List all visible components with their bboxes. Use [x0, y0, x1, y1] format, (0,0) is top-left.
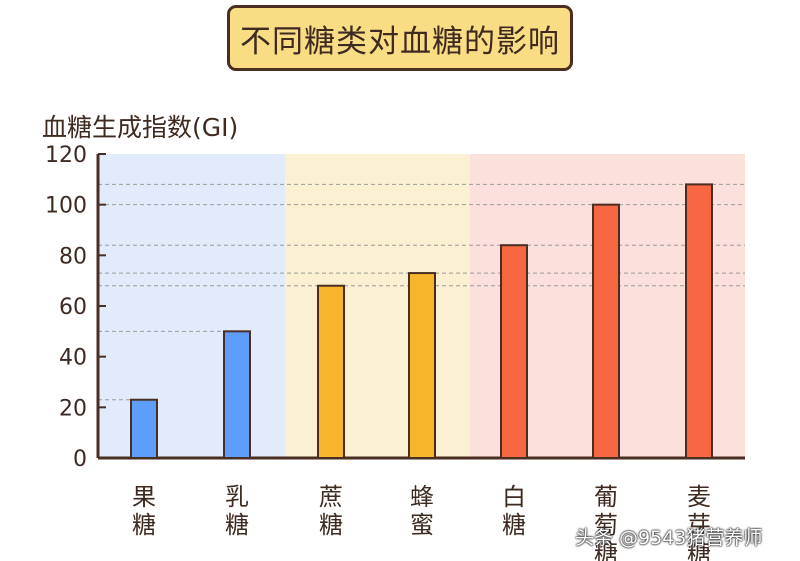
- watermark: 头条 @9543猪营养师: [575, 527, 763, 549]
- x-tick-label: 乳糖: [225, 483, 249, 539]
- y-tick-label: 100: [45, 194, 87, 219]
- y-tick-label: 120: [45, 143, 87, 168]
- bar-1: [130, 398, 158, 460]
- x-tick-label: 麦芽糖: [687, 483, 711, 561]
- bar-3: [317, 284, 345, 459]
- bar-2: [223, 330, 251, 460]
- x-tick-label: 白糖: [502, 483, 526, 539]
- background-band-1: [98, 154, 285, 458]
- y-tick-label: 60: [59, 295, 87, 320]
- bar-6: [592, 203, 620, 459]
- y-tick-label: 80: [59, 244, 87, 269]
- chart-title: 不同糖类对血糖的影响: [227, 5, 573, 71]
- y-axis-label: 血糖生成指数(GI): [42, 113, 239, 142]
- x-tick-label: 蜂蜜: [410, 483, 434, 539]
- bar-7: [685, 183, 713, 459]
- x-tick-label: 葡萄糖: [594, 483, 618, 561]
- x-tick-label: 蔗糖: [319, 483, 343, 539]
- y-tick-label: 20: [59, 396, 87, 421]
- bar-4: [408, 272, 436, 460]
- y-tick-label: 0: [73, 447, 87, 472]
- x-tick-label: 果糖: [132, 483, 156, 539]
- background-band-2: [285, 154, 470, 458]
- y-tick-label: 40: [59, 346, 87, 371]
- bar-5: [500, 244, 528, 459]
